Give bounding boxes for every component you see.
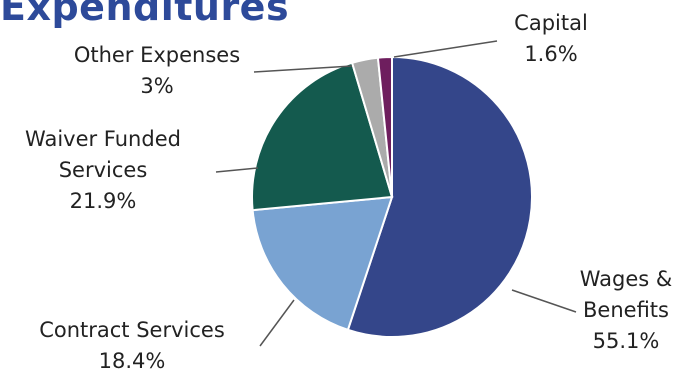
slice-name-line: Benefits (583, 298, 669, 322)
pie-slice-waiver (251, 61, 394, 212)
leader-line-capital (393, 40, 498, 58)
slice-name-line: Wages & (580, 267, 673, 291)
slice-percent: 3% (140, 74, 173, 98)
slice-percent: 21.9% (70, 189, 137, 213)
leader-line-waiver (215, 167, 259, 173)
pie-slice-wages (346, 55, 533, 338)
slice-label-other: Other Expenses 3% (74, 43, 240, 98)
slice-name-line: Other Expenses (74, 43, 240, 67)
slice-name-line: Waiver Funded (25, 127, 181, 151)
slice-label-capital: Capital 1.6% (514, 11, 588, 66)
slice-percent: 55.1% (593, 329, 660, 353)
pie-slice-contract (251, 195, 394, 332)
slice-label-waiver: Waiver Funded Services 21.9% (25, 127, 181, 213)
slice-label-contract: Contract Services 18.4% (39, 318, 225, 373)
leader-line-contract (259, 299, 295, 347)
slice-percent: 18.4% (99, 349, 166, 373)
leader-line-other (253, 65, 353, 73)
chart-title: Expenditures (0, 0, 290, 29)
slice-label-wages: Wages & Benefits 55.1% (580, 267, 673, 353)
pie-slice-capital (376, 55, 393, 198)
leader-line-wages (511, 289, 577, 313)
slice-name-line: Services (59, 158, 148, 182)
slice-name-line: Contract Services (39, 318, 225, 342)
slice-percent: 1.6% (524, 42, 577, 66)
slice-name-line: Capital (514, 11, 588, 35)
